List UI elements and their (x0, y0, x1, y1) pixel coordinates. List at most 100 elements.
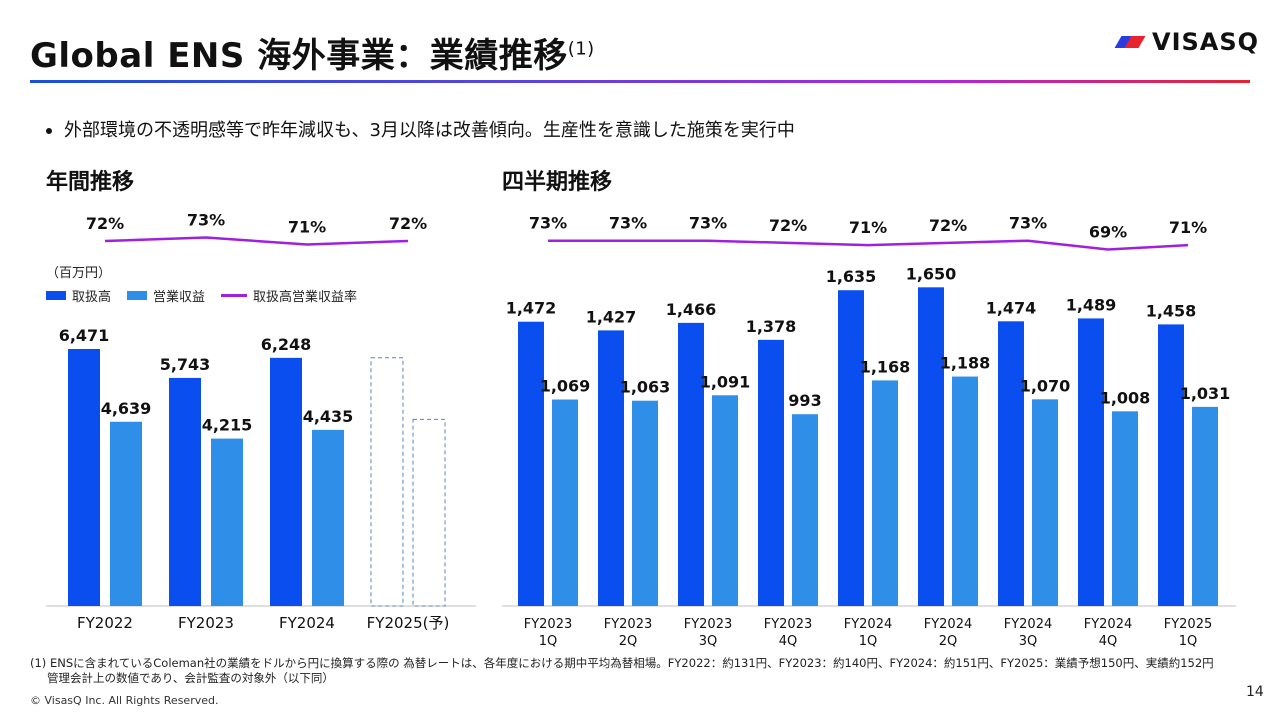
quarterly-label-gross: 1,472 (506, 299, 557, 318)
quarterly-bar-revenue (552, 399, 578, 606)
annual-label-gross: 6,248 (261, 335, 312, 354)
chart-legend: 取扱高 営業収益 取扱高営業収益率 (46, 286, 373, 305)
quarterly-label-revenue: 1,063 (620, 378, 671, 397)
visasq-logo: VISASQ (1114, 25, 1260, 59)
quarterly-label-revenue: 993 (788, 391, 821, 410)
quarterly-bar-gross (758, 339, 784, 606)
quarterly-section-title: 四半期推移 (502, 170, 613, 195)
annual-label-revenue: 4,215 (202, 416, 253, 435)
quarterly-category-label: FY2023 (764, 617, 813, 632)
legend-label-rate: 取扱高営業収益率 (253, 290, 358, 305)
quarterly-category-label: 3Q (1019, 634, 1038, 649)
annual-forecast-gross (370, 357, 404, 607)
annual-category-label: FY2025(予) (367, 614, 450, 632)
quarterly-rate-label: 73% (1009, 214, 1047, 233)
quarterly-category-label: FY2023 (524, 617, 573, 632)
legend-line-rate (221, 294, 248, 297)
quarterly-bar-revenue (952, 376, 978, 606)
page-title-text: Global ENS 海外事業：業績推移 (30, 36, 568, 76)
quarterly-bar-gross (518, 321, 544, 606)
quarterly-category-label: FY2023 (604, 617, 653, 632)
quarterly-rate-label: 73% (689, 214, 727, 233)
footnote-line-2: 管理会計上の数値であり、会計監査の対象外（以下同） (47, 671, 334, 685)
quarterly-category-label: FY2024 (924, 617, 973, 632)
annual-label-gross: 6,471 (59, 326, 110, 345)
quarterly-rate-label: 69% (1089, 223, 1127, 242)
page-number: 14 (1246, 684, 1264, 700)
quarterly-rate-label: 72% (769, 216, 807, 235)
quarterly-category-label: FY2024 (1084, 617, 1133, 632)
legend-label-revenue: 営業収益 (153, 290, 206, 305)
quarterly-category-label: 2Q (939, 634, 958, 649)
quarterly-label-revenue: 1,031 (1180, 384, 1231, 403)
legend-swatch-gross (46, 291, 66, 300)
quarterly-bar-revenue (792, 414, 818, 606)
quarterly-category-label: FY2024 (844, 617, 893, 632)
annual-rate-label: 71% (288, 218, 326, 237)
quarterly-category-label: FY2023 (684, 617, 733, 632)
quarterly-bar-gross (598, 330, 624, 606)
quarterly-label-gross: 1,458 (1146, 301, 1197, 320)
quarterly-label-revenue: 1,008 (1100, 388, 1151, 407)
logo-text: VISASQ (1152, 28, 1260, 56)
annual-bar-revenue (312, 429, 344, 606)
annual-category-label: FY2024 (279, 614, 335, 632)
summary-text: 外部環境の不透明感等で昨年減収も、3月以降は改善傾向。生産性を意識した施策を実行… (64, 120, 795, 141)
quarterly-rate-line (548, 239, 1189, 251)
quarterly-bar-revenue (632, 400, 658, 606)
legend-item-gross: 取扱高 (46, 286, 111, 305)
quarterly-category-label: 3Q (699, 634, 718, 649)
quarterly-category-label: FY2025 (1164, 617, 1213, 632)
annual-bar-gross (270, 357, 302, 606)
page-title: Global ENS 海外事業：業績推移(1) (30, 28, 595, 77)
quarterly-bar-gross (838, 290, 864, 606)
quarterly-rate-label: 73% (609, 214, 647, 233)
annual-rate-label: 72% (86, 214, 124, 233)
quarterly-category-label: 1Q (539, 634, 558, 649)
quarterly-label-revenue: 1,070 (1020, 376, 1071, 395)
annual-label-gross: 5,743 (160, 355, 211, 374)
quarterly-category-label: 2Q (619, 634, 638, 649)
quarterly-label-gross: 1,474 (986, 298, 1037, 317)
annual-section-title: 年間推移 (46, 170, 135, 195)
quarterly-rate-label: 71% (849, 218, 887, 237)
quarterly-category-label: 4Q (779, 634, 798, 649)
quarterly-bar-gross (678, 322, 704, 606)
annual-bar-gross (68, 349, 100, 606)
quarterly-bar-gross (1158, 324, 1184, 606)
quarterly-bar-revenue (1192, 406, 1218, 606)
quarterly-label-gross: 1,378 (746, 317, 797, 336)
summary-bullet: 外部環境の不透明感等で昨年減収も、3月以降は改善傾向。生産性を意識した施策を実行… (46, 116, 795, 142)
annual-bar-revenue (110, 421, 142, 606)
quarterly-category-label: 1Q (859, 634, 878, 649)
unit-label: （百万円） (46, 266, 112, 281)
quarterly-label-gross: 1,466 (666, 300, 717, 319)
annual-category-label: FY2023 (178, 614, 234, 632)
quarterly-bar-gross (998, 321, 1024, 606)
quarterly-bar-revenue (1032, 399, 1058, 606)
annual-bar-gross (169, 377, 201, 606)
quarterly-bar-revenue (712, 395, 738, 606)
legend-item-rate: 取扱高営業収益率 (221, 286, 357, 305)
title-divider (30, 80, 1250, 83)
annual-category-label: FY2022 (77, 614, 133, 632)
title-footnote-mark: (1) (567, 38, 595, 60)
copyright: © VisasQ Inc. All Rights Reserved. (30, 694, 219, 707)
quarterly-rate-label: 72% (929, 216, 967, 235)
footnote: (1) ENSに含まれているColeman社の業績をドルから円に換算する際の 為… (30, 656, 1270, 686)
quarterly-category-label: 1Q (1179, 634, 1198, 649)
legend-label-gross: 取扱高 (72, 290, 112, 305)
quarterly-rate-label: 71% (1169, 218, 1207, 237)
annual-bar-revenue (211, 438, 243, 606)
bullet-dot-icon (46, 128, 52, 134)
quarterly-label-revenue: 1,069 (540, 377, 591, 396)
annual-rate-label: 73% (187, 211, 225, 230)
quarterly-category-label: FY2024 (1004, 617, 1053, 632)
quarterly-bar-gross (918, 287, 944, 606)
quarterly-bar-gross (1078, 318, 1104, 606)
quarterly-label-gross: 1,650 (906, 264, 957, 283)
quarterly-label-gross: 1,489 (1066, 295, 1117, 314)
quarterly-label-revenue: 1,091 (700, 372, 751, 391)
annual-rate-label: 72% (389, 214, 427, 233)
